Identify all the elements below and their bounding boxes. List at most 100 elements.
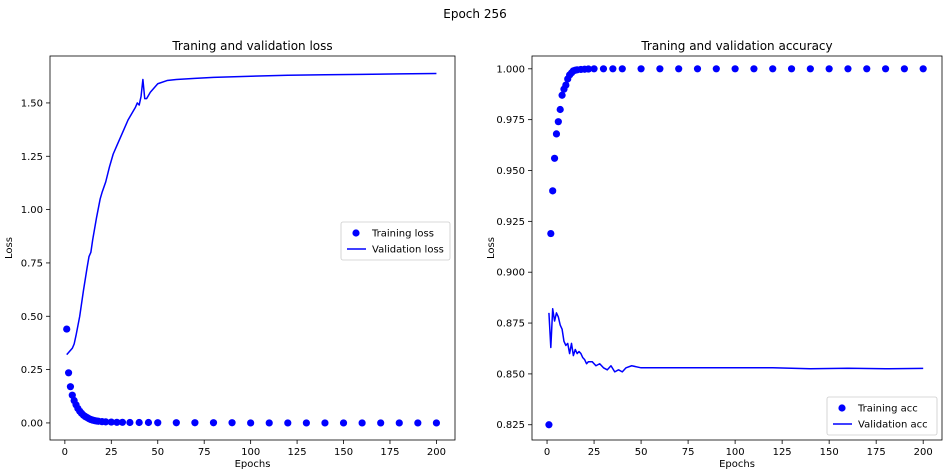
data-point bbox=[656, 65, 664, 73]
legend-marker-swatch bbox=[838, 404, 846, 412]
data-point bbox=[135, 418, 143, 427]
data-point bbox=[547, 229, 555, 238]
loss-chart: Traning and validation loss 0 25 50 75 100 125… bbox=[4, 39, 456, 470]
y-tick-label: 0.25 bbox=[21, 365, 43, 376]
x-tick-label: 75 bbox=[198, 447, 211, 458]
data-point bbox=[731, 65, 739, 73]
data-point bbox=[321, 419, 329, 427]
data-point bbox=[900, 65, 908, 73]
x-tick-label: 200 bbox=[914, 447, 933, 458]
data-point bbox=[545, 421, 553, 429]
figure-suptitle: Epoch 256 bbox=[443, 7, 506, 21]
x-tick-label: 200 bbox=[427, 447, 446, 458]
data-point bbox=[769, 65, 777, 73]
data-point bbox=[590, 65, 598, 73]
data-point bbox=[414, 419, 422, 427]
data-point bbox=[863, 65, 871, 73]
axes-frame bbox=[531, 55, 943, 441]
plot-area bbox=[545, 65, 927, 429]
data-point bbox=[881, 65, 890, 73]
data-point bbox=[750, 65, 758, 73]
legend: Training acc Validation acc bbox=[826, 396, 938, 436]
legend-label: Validation acc bbox=[858, 420, 928, 431]
y-axis-label: Loss bbox=[486, 237, 497, 259]
x-tick-label: 175 bbox=[867, 447, 886, 458]
data-point bbox=[919, 65, 927, 73]
legend-label: Training acc bbox=[857, 404, 918, 415]
series-line-1 bbox=[548, 308, 924, 373]
y-tick-label: 1.50 bbox=[21, 98, 43, 109]
legend-label: Training loss bbox=[371, 229, 434, 240]
data-point bbox=[637, 65, 645, 73]
x-tick-label: 0 bbox=[544, 447, 550, 458]
x-tick-label: 100 bbox=[241, 447, 260, 458]
accuracy-chart: Traning and validation accuracy 0 25 50 75 10… bbox=[486, 39, 943, 470]
data-point bbox=[554, 118, 562, 126]
x-tick-label: 50 bbox=[151, 447, 164, 458]
x-axis-label: Epochs bbox=[235, 459, 271, 470]
data-point bbox=[102, 418, 110, 426]
data-point bbox=[63, 325, 71, 333]
y-tick-label: 0.75 bbox=[21, 258, 43, 269]
data-point bbox=[154, 419, 162, 427]
data-point bbox=[302, 419, 310, 427]
axes-frame bbox=[49, 55, 456, 441]
legend-label: Validation loss bbox=[372, 245, 444, 256]
data-point bbox=[550, 154, 559, 162]
data-point bbox=[712, 65, 720, 73]
x-tick-label: 125 bbox=[773, 447, 792, 458]
x-axis-label: Epochs bbox=[719, 459, 755, 470]
data-point bbox=[825, 65, 833, 73]
data-point bbox=[66, 383, 75, 391]
y-tick-label: 0.825 bbox=[496, 420, 525, 431]
x-tick-label: 150 bbox=[334, 447, 353, 458]
legend-box bbox=[826, 396, 938, 436]
y-tick-label: 0.925 bbox=[496, 217, 525, 228]
plot-area bbox=[63, 72, 441, 427]
data-point bbox=[339, 419, 348, 427]
data-point bbox=[599, 65, 608, 73]
data-point bbox=[806, 65, 814, 73]
data-point bbox=[377, 419, 385, 427]
data-point bbox=[358, 419, 366, 427]
x-tick-label: 100 bbox=[726, 447, 745, 458]
data-point bbox=[247, 419, 255, 427]
data-point bbox=[64, 369, 73, 377]
data-point bbox=[284, 419, 292, 427]
x-tick-label: 175 bbox=[380, 447, 399, 458]
data-point bbox=[693, 65, 702, 73]
data-point bbox=[558, 91, 566, 99]
data-point bbox=[209, 419, 218, 427]
data-point bbox=[191, 419, 199, 427]
y-tick-label: 0.975 bbox=[496, 115, 525, 126]
chart-title: Traning and validation loss bbox=[171, 39, 332, 53]
data-point bbox=[562, 81, 570, 89]
x-tick-label: 0 bbox=[62, 447, 68, 458]
data-point bbox=[144, 418, 153, 427]
y-axis-label: Loss bbox=[4, 237, 15, 259]
data-point bbox=[609, 65, 617, 73]
x-tick-label: 50 bbox=[635, 447, 648, 458]
y-tick-label: 1.25 bbox=[21, 152, 43, 163]
y-tick-label: 0.00 bbox=[21, 418, 43, 429]
legend-marker-swatch bbox=[352, 229, 360, 237]
data-point bbox=[228, 419, 236, 427]
y-tick-label: 0.50 bbox=[21, 312, 43, 323]
y-tick-label: 1.000 bbox=[496, 64, 525, 75]
data-point bbox=[395, 419, 403, 427]
data-point bbox=[172, 419, 180, 427]
y-tick-label: 1.00 bbox=[21, 205, 43, 216]
y-tick-label: 0.850 bbox=[496, 369, 525, 380]
x-tick-label: 75 bbox=[682, 447, 695, 458]
data-point bbox=[787, 65, 796, 73]
data-point bbox=[549, 187, 557, 195]
y-tick-label: 0.900 bbox=[496, 268, 525, 279]
x-tick-label: 125 bbox=[288, 447, 307, 458]
legend-box bbox=[340, 221, 451, 261]
data-point bbox=[126, 418, 134, 427]
series-line-1 bbox=[66, 72, 437, 356]
y-tick-label: 0.875 bbox=[496, 319, 525, 330]
chart-title: Traning and validation accuracy bbox=[640, 39, 832, 53]
data-point bbox=[675, 65, 683, 73]
